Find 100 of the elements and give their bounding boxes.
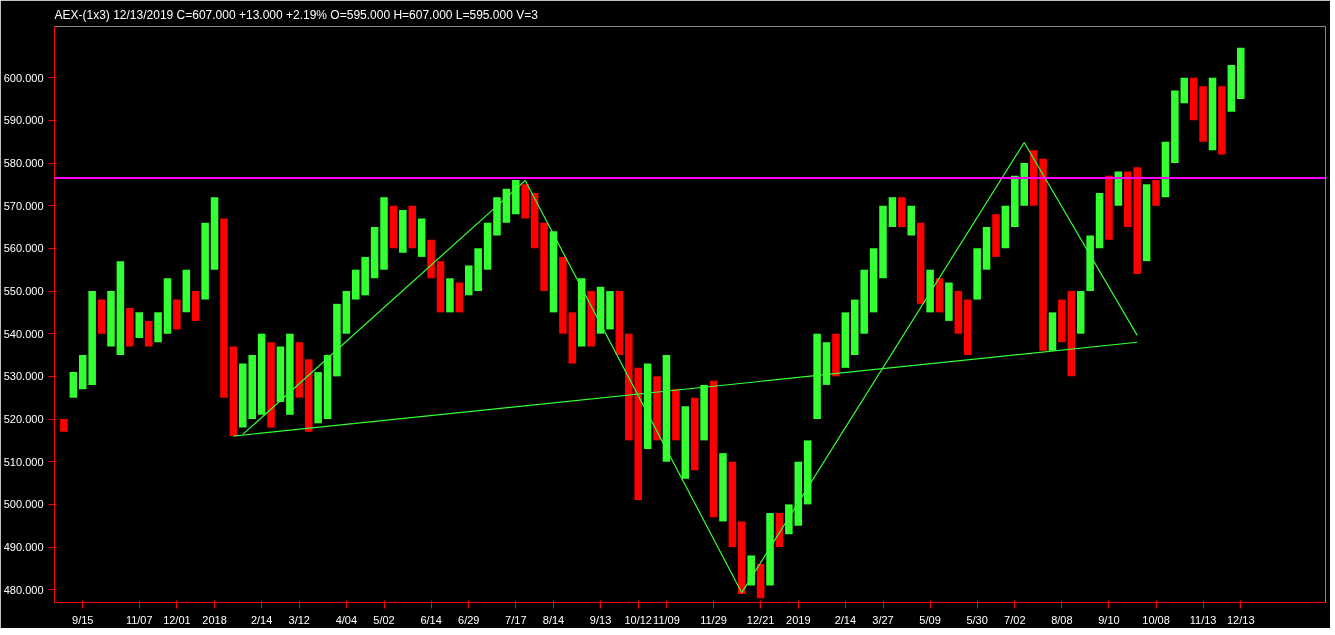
bar bbox=[135, 312, 143, 338]
bar bbox=[1095, 192, 1104, 249]
x-tick-label: 9/13 bbox=[589, 613, 612, 626]
bar bbox=[483, 222, 492, 270]
bar bbox=[229, 346, 238, 437]
y-tick-label: 490.000 bbox=[3, 541, 44, 554]
bar bbox=[493, 197, 501, 236]
bar bbox=[1076, 291, 1085, 334]
bar bbox=[690, 397, 699, 471]
x-tick-label: 2/14 bbox=[834, 613, 857, 626]
bar bbox=[869, 248, 878, 313]
bar bbox=[728, 461, 737, 548]
bar bbox=[163, 278, 172, 334]
bar bbox=[1208, 77, 1217, 151]
bar bbox=[1180, 77, 1189, 104]
bar bbox=[295, 342, 304, 398]
bar bbox=[879, 205, 887, 279]
y-tick-label: 480.000 bbox=[3, 583, 44, 596]
x-tick-label: 2/14 bbox=[250, 613, 273, 626]
bar bbox=[342, 291, 351, 334]
y-tick-label: 600.000 bbox=[3, 71, 44, 84]
bar bbox=[436, 261, 445, 313]
bar bbox=[615, 291, 624, 356]
x-tick-label: 10/12 bbox=[624, 613, 652, 626]
bar bbox=[888, 197, 897, 228]
x-tick-label: 5/02 bbox=[373, 613, 395, 626]
bar bbox=[982, 227, 991, 270]
bar bbox=[173, 299, 181, 330]
bar bbox=[963, 299, 972, 356]
bar bbox=[719, 453, 727, 522]
chart-title: AEX-(1x3) 12/13/2019 C=607.000 +13.000 +2.19% O=595.000 H=607.000 L=595.000 V=3 bbox=[54, 7, 539, 22]
bar bbox=[1067, 291, 1076, 377]
bar bbox=[1152, 180, 1160, 206]
bar bbox=[926, 269, 934, 313]
bar bbox=[709, 380, 718, 518]
x-tick-label: 3/27 bbox=[872, 613, 894, 626]
bar bbox=[427, 239, 435, 279]
bar bbox=[973, 248, 981, 300]
bar bbox=[756, 564, 765, 599]
bar bbox=[1171, 90, 1179, 164]
bar bbox=[907, 205, 916, 236]
x-tick-label: 11/29 bbox=[700, 613, 727, 626]
bar bbox=[954, 291, 963, 334]
x-tick-label: 7/02 bbox=[1004, 613, 1026, 626]
x-tick-label: 11/13 bbox=[1189, 613, 1217, 626]
bar bbox=[841, 312, 850, 368]
bar bbox=[1218, 86, 1226, 155]
bar bbox=[276, 346, 285, 402]
bar bbox=[992, 214, 1000, 257]
bar bbox=[681, 406, 690, 479]
x-tick-label: 4/04 bbox=[335, 613, 358, 626]
bar bbox=[97, 299, 106, 334]
x-tick-label: 2019 bbox=[786, 613, 811, 626]
bar bbox=[898, 197, 906, 228]
x-tick-label: 9/10 bbox=[1098, 613, 1120, 626]
x-tick-label: 10/08 bbox=[1142, 613, 1170, 626]
bar bbox=[521, 184, 530, 219]
bar bbox=[916, 222, 925, 304]
bar bbox=[747, 555, 755, 586]
bar bbox=[672, 389, 680, 441]
bar bbox=[785, 504, 793, 535]
x-tick-label: 9/15 bbox=[72, 613, 94, 626]
y-tick-label: 580.000 bbox=[3, 157, 44, 170]
bar bbox=[512, 180, 520, 215]
bar bbox=[116, 261, 125, 356]
bar bbox=[1058, 299, 1066, 343]
y-tick-label: 560.000 bbox=[3, 242, 44, 255]
bar bbox=[1039, 158, 1047, 351]
bar bbox=[738, 521, 746, 594]
bar bbox=[220, 218, 228, 398]
x-tick-label: 12/13 bbox=[1227, 613, 1255, 626]
bar bbox=[257, 333, 266, 415]
bar bbox=[126, 308, 134, 347]
bar bbox=[455, 282, 464, 313]
bar bbox=[559, 256, 567, 334]
bar bbox=[370, 227, 379, 279]
x-tick-label: 12/21 bbox=[746, 613, 775, 626]
y-tick-label: 590.000 bbox=[3, 114, 44, 127]
x-tick-label: 11/07 bbox=[125, 613, 153, 626]
y-tick-label: 540.000 bbox=[3, 327, 44, 340]
bar bbox=[549, 231, 558, 313]
x-tick-label: 6/29 bbox=[458, 613, 480, 626]
bar bbox=[333, 303, 341, 377]
bar bbox=[144, 320, 153, 347]
bar bbox=[417, 218, 426, 257]
bar bbox=[399, 209, 407, 253]
bar bbox=[1227, 64, 1236, 112]
bar bbox=[1086, 235, 1094, 292]
bar bbox=[107, 291, 115, 347]
bar bbox=[587, 291, 595, 347]
bar bbox=[653, 376, 661, 441]
bar bbox=[606, 291, 614, 330]
bar bbox=[304, 359, 313, 432]
x-tick-label: 8/08 bbox=[1051, 613, 1073, 626]
bar bbox=[60, 419, 68, 432]
bar bbox=[1199, 86, 1207, 142]
y-tick-label: 550.000 bbox=[3, 285, 44, 298]
bar bbox=[69, 372, 78, 398]
bar bbox=[1189, 77, 1198, 121]
bar bbox=[314, 372, 322, 424]
